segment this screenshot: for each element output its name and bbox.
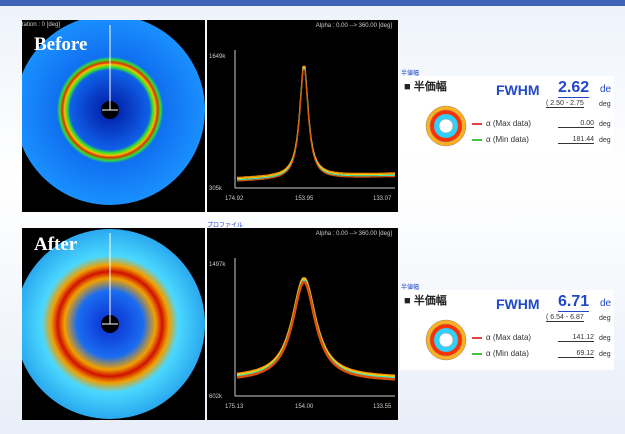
- min-value: 181.44: [558, 136, 594, 144]
- x-left-label: 175.13: [225, 404, 243, 410]
- min-unit: deg: [599, 351, 611, 358]
- graphic: [400, 76, 614, 156]
- x-right-label: 133.55: [373, 404, 391, 410]
- graphic: [400, 290, 614, 370]
- x-mid-label: 153.95: [295, 196, 313, 202]
- x-right-label: 133.07: [373, 196, 391, 202]
- y-top-label: 1497k: [209, 262, 225, 268]
- icon: [426, 106, 482, 146]
- min-unit: deg: [599, 137, 611, 144]
- panel-label: After: [34, 234, 77, 256]
- min-label: α (Min data): [486, 349, 529, 358]
- icon-ring: [439, 333, 453, 347]
- max-value: 141.12: [558, 334, 594, 342]
- profile-header: Alpha : 0.00 --> 360.00 [deg]: [316, 23, 392, 29]
- profile-curve: [237, 282, 395, 379]
- y-top-label: 1649k: [209, 54, 225, 60]
- profile-header: Alpha : 0.00 --> 360.00 [deg]: [316, 231, 392, 237]
- max-unit: deg: [599, 335, 611, 342]
- graphic: [22, 228, 205, 420]
- diffraction-image: tation : 0 [deg] Before: [22, 20, 205, 212]
- icon-ring: [439, 119, 453, 133]
- screenshot: tation : 0 [deg] Before Alpha : 0.00 --> 3…: [0, 0, 625, 434]
- y-bottom-label: 305k: [209, 186, 222, 192]
- x-mid-label: 154.00: [295, 404, 313, 410]
- min-label: α (Min data): [486, 135, 529, 144]
- panel-label: Before: [34, 34, 87, 56]
- min-value: 69.12: [558, 350, 594, 358]
- profile-curve: [237, 281, 395, 378]
- max-label: α (Max data): [486, 119, 531, 128]
- graphic: [207, 20, 398, 212]
- max-label: α (Max data): [486, 333, 531, 342]
- y-bottom-label: 602k: [209, 394, 222, 400]
- x-left-label: 174.92: [225, 196, 243, 202]
- rotation-label: tation : 0 [deg]: [22, 22, 60, 28]
- max-unit: deg: [599, 121, 611, 128]
- icon: [426, 320, 482, 360]
- diffraction-image: After: [22, 228, 205, 420]
- max-value: 0.00: [558, 120, 594, 128]
- profile-curve: [237, 70, 395, 181]
- graphic: [207, 228, 398, 420]
